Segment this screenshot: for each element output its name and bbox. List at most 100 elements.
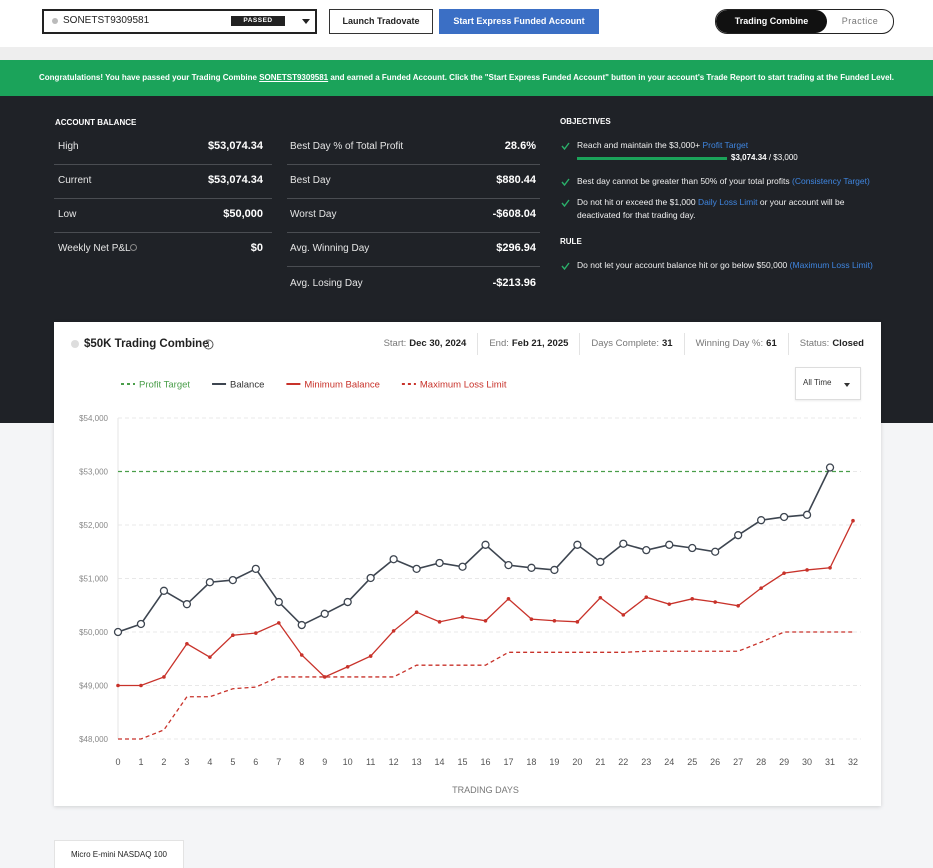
x-tick-label: 8 [299,757,304,767]
data-point [667,602,672,606]
instrument-tab[interactable]: Micro E-mini NASDAQ 100 [54,840,184,868]
data-point [231,633,235,638]
x-axis-title: TRADING DAYS [452,785,519,795]
x-tick-label: 25 [687,757,697,767]
data-point [159,586,169,595]
x-tick-label: 11 [366,757,375,767]
x-tick-label: 19 [549,757,559,767]
launch-button[interactable]: Launch Tradovate [329,9,433,34]
y-tick-label: $48,000 [79,735,108,744]
series-line [117,467,831,633]
section-title: RULE [560,237,582,246]
stat-label: End: [489,338,509,349]
data-point [274,597,283,607]
data-point [805,568,809,572]
data-point [828,566,832,570]
legend-label: Maximum Loss Limit [420,380,507,391]
data-point [345,664,350,669]
objective: Best day cannot be greater than 50% of y… [577,175,882,188]
objective-text: Do not hit or exceed the $1,000 [577,197,698,207]
row-separator [54,164,272,165]
banner-text: Congratulations! You have passed your Tr… [39,73,260,82]
data-point [208,655,212,659]
data-point [759,586,763,590]
data-point [391,629,396,633]
data-point [460,615,465,619]
tab-active[interactable]: Trading Combine [716,10,827,33]
x-tick-label: 21 [595,757,605,767]
y-tick-label: $49,000 [79,682,108,691]
stat-value: Closed [832,338,864,349]
stat-value: Feb 21, 2025 [511,338,569,349]
row-value: -$213.96 [492,277,536,289]
row-label: Weekly Net P&L [58,243,131,254]
info-icon[interactable] [203,339,214,350]
data-point [711,547,720,556]
row-value: $296.94 [496,242,536,254]
range-select[interactable]: All Time [795,367,861,400]
objective: Do not let your account balance hit or g… [577,259,882,272]
row-label: Best Day [290,175,331,186]
objective: Reach and maintain the $3,000+ Profit Ta… [577,139,882,152]
section-title: OBJECTIVES [560,117,611,126]
data-point [458,562,467,571]
data-point [690,597,695,601]
tab[interactable]: Practice [841,16,879,26]
x-tick-label: 30 [802,757,812,767]
row-value: $53,074.34 [207,174,263,186]
banner-link[interactable]: SONETST9309581 [259,73,329,82]
objective-text: Reach and maintain the $3,000+ [577,140,703,150]
account-select[interactable]: SONETST9309581 PASSED [42,9,317,34]
data-point [343,597,352,607]
x-tick-label: 4 [207,757,212,767]
row-separator [287,266,540,267]
x-tick-label: 24 [664,757,674,767]
check-icon [561,178,570,186]
progress-text: $3,074.34 / $3,000 [731,153,798,162]
objective-link[interactable]: (Consistency Target) [792,176,870,186]
legend-label: Profit Target [139,380,190,391]
data-point [506,597,511,601]
data-point [162,675,166,679]
objective-text: Best day cannot be greater than 50% of y… [577,176,792,186]
objective-link[interactable]: Daily Loss Limit [697,197,758,207]
data-point [185,641,189,646]
data-point [851,518,855,523]
objective-text: or your account will be deactivated for … [577,197,845,220]
data-point [205,578,215,587]
objective-link[interactable]: Profit Target [702,140,749,150]
status-dot [52,18,58,24]
x-tick-label: 12 [389,757,399,767]
row-label: Avg. Winning Day [290,243,370,254]
data-point [389,555,398,564]
objective-link[interactable]: (Maximum Loss Limit) [789,260,873,270]
data-point [320,609,329,618]
x-tick-label: 29 [779,757,789,767]
data-point [644,595,649,600]
x-tick-label: 14 [435,757,445,767]
row-value: $50,000 [223,208,263,220]
data-point [139,683,143,688]
x-tick-label: 1 [138,757,143,767]
x-tick-label: 23 [641,757,651,767]
banner-text: and earned a Funded Account. Click the "… [328,73,894,82]
x-tick-label: 0 [115,757,120,767]
objective: Do not hit or exceed the $1,000 Daily Lo… [577,196,882,222]
chart-card-title: $50K Trading Combine [84,338,209,350]
data-point [596,557,605,567]
legend-label: Minimum Balance [304,380,380,391]
x-tick-label: 13 [412,757,422,767]
data-point [756,516,766,525]
funded-button[interactable]: Start Express Funded Account [439,9,599,34]
data-point [182,600,192,609]
data-point [299,653,304,657]
account-name: SONETST9309581 [63,15,150,26]
check-icon [561,142,570,150]
data-point [575,620,580,624]
y-tick-label: $52,000 [79,521,108,530]
row-label: Low [58,209,77,220]
stat-value: Dec 30, 2024 [409,338,467,349]
data-point [414,610,419,615]
section-title: ACCOUNT BALANCE [55,118,137,127]
